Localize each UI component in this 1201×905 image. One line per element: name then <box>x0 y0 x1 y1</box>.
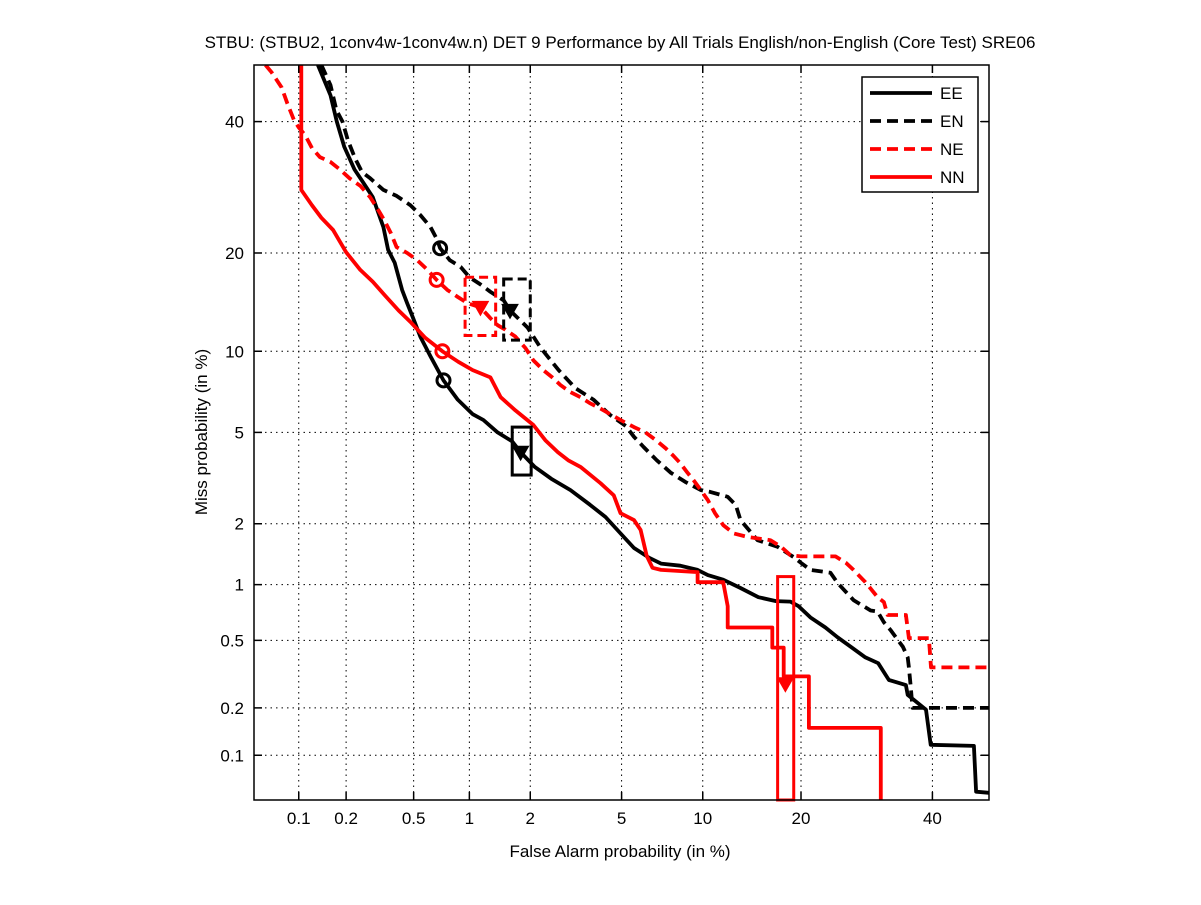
axes: 0.1 0.2 0.5 1 2 5 10 20 40 0.1 0.2 0.5 1 2 5 10 20 40 <box>220 64 990 828</box>
min-cost-marker-EN <box>432 240 449 257</box>
x-axis-label: False Alarm probability (in %) <box>509 842 730 861</box>
y-tick-label: 1 <box>235 576 244 595</box>
x-tick-label: 0.1 <box>287 809 311 828</box>
y-tick-label: 0.5 <box>220 631 244 650</box>
actual-cost-box-NE <box>463 275 498 337</box>
x-tick-label: 5 <box>617 809 626 828</box>
y-tick-label: 10 <box>225 342 244 361</box>
y-tick-label: 5 <box>235 423 244 442</box>
det-curve-NE <box>264 65 989 670</box>
x-tick-label: 20 <box>792 809 811 828</box>
x-tick-label: 2 <box>526 809 535 828</box>
actual-cost-marker-NE <box>471 300 490 317</box>
x-tick-label: 1 <box>465 809 474 828</box>
x-tick-label: 10 <box>693 809 712 828</box>
y-axis-label: Miss probability (in %) <box>192 349 211 515</box>
y-tick-label: 0.1 <box>220 746 244 765</box>
operating-point-markers <box>428 240 796 802</box>
y-tick-label: 0.2 <box>220 699 244 718</box>
grid <box>254 65 989 800</box>
actual-cost-marker-EE <box>511 445 530 462</box>
det-curve-NN <box>299 65 883 800</box>
legend: EE EN NE NN <box>861 76 979 193</box>
actual-cost-marker-NN <box>776 677 795 693</box>
legend-box <box>861 76 979 193</box>
chart-title: STBU: (STBU2, 1conv4w-1conv4w.n) DET 9 P… <box>205 33 1036 52</box>
min-cost-marker-NN <box>434 343 451 360</box>
legend-label-NE: NE <box>940 140 964 159</box>
det-curve-EE <box>316 65 989 795</box>
legend-label-NN: NN <box>940 168 965 187</box>
x-tick-label: 40 <box>923 809 942 828</box>
min-cost-marker-NE <box>428 271 445 288</box>
legend-label-EE: EE <box>940 84 963 103</box>
actual-cost-box-EN <box>502 277 532 342</box>
x-tick-label: 0.5 <box>402 809 426 828</box>
actual-cost-marker-EN <box>501 303 519 320</box>
actual-cost-box-EE <box>510 425 533 477</box>
min-cost-marker-EE <box>435 372 452 389</box>
y-tick-label: 2 <box>235 515 244 534</box>
y-tick-label: 20 <box>225 244 244 263</box>
det-curve-EN <box>319 65 989 710</box>
x-tick-label: 0.2 <box>334 809 358 828</box>
y-tick-label: 40 <box>225 113 244 132</box>
legend-label-EN: EN <box>940 112 964 131</box>
det-curves <box>264 65 989 800</box>
